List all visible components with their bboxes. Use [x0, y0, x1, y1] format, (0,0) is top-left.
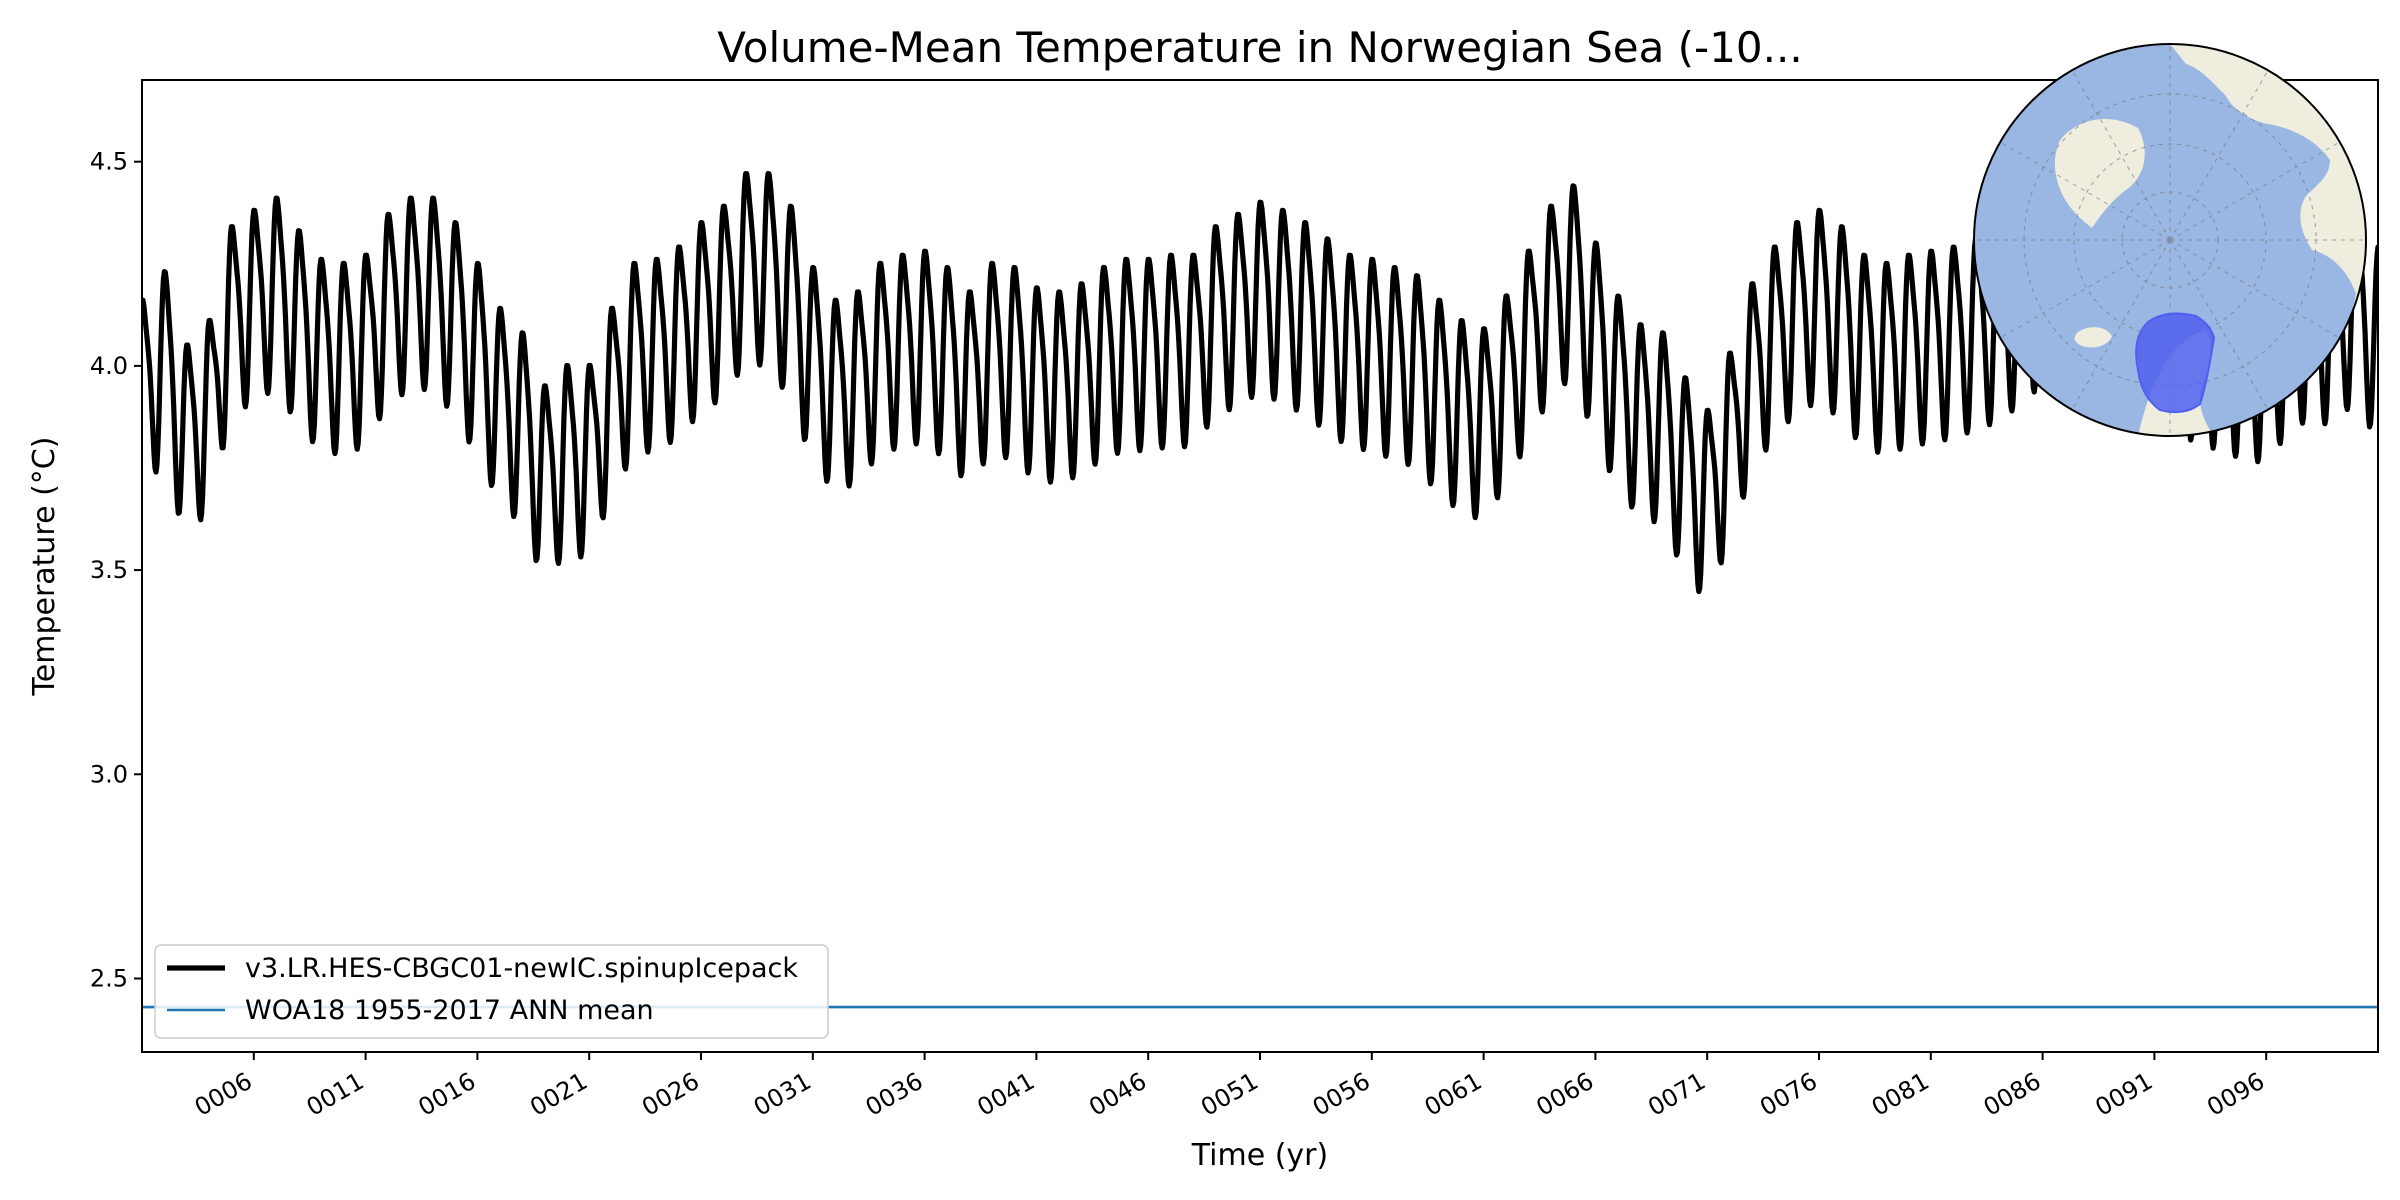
graticule-meridian — [2169, 239, 2269, 410]
graticule-meridian — [2169, 70, 2269, 241]
legend-box — [154, 944, 829, 1039]
map-land-greenland — [2054, 118, 2145, 228]
norwegian-sea-region — [2135, 312, 2216, 413]
legend: v3.LR.HES-CBGC01-newIC.spinupIcepack WOA… — [154, 944, 829, 1039]
graticule-meridian — [2000, 239, 2171, 339]
map-border — [1973, 43, 2367, 437]
plot-frame — [141, 79, 2379, 1053]
inset-polar-map — [1973, 43, 2367, 437]
graticule-meridian — [2071, 70, 2171, 241]
y-tick-label: 4.5 — [90, 148, 128, 176]
graticule-meridian — [2000, 141, 2171, 241]
map-land-east — [2170, 44, 2366, 436]
graticule-meridian — [2169, 239, 2340, 339]
y-tick-label: 4.0 — [90, 352, 128, 380]
map-graticule — [1974, 44, 2366, 436]
x-axis-label: Time (yr) — [1191, 1138, 1328, 1173]
y-tick-label: 3.0 — [90, 760, 128, 788]
y-axis-label: Temperature (°C) — [27, 437, 62, 697]
y-tick-label: 2.5 — [90, 964, 128, 992]
y-ticks: 2.5 3.0 3.5 4.0 4.5 — [90, 148, 142, 992]
legend-label-main: v3.LR.HES-CBGC01-newIC.spinupIcepack — [245, 953, 798, 984]
graticule-meridian — [2169, 141, 2340, 241]
map-land-iceland — [2074, 327, 2112, 348]
graticule-meridian — [2071, 239, 2171, 410]
y-tick-label: 3.5 — [90, 556, 128, 584]
graticule-circle — [2073, 143, 2267, 337]
chart-title: Volume-Mean Temperature in Norwegian Sea… — [717, 23, 1802, 72]
legend-label-ref: WOA18 1955-2017 ANN mean — [245, 995, 654, 1026]
